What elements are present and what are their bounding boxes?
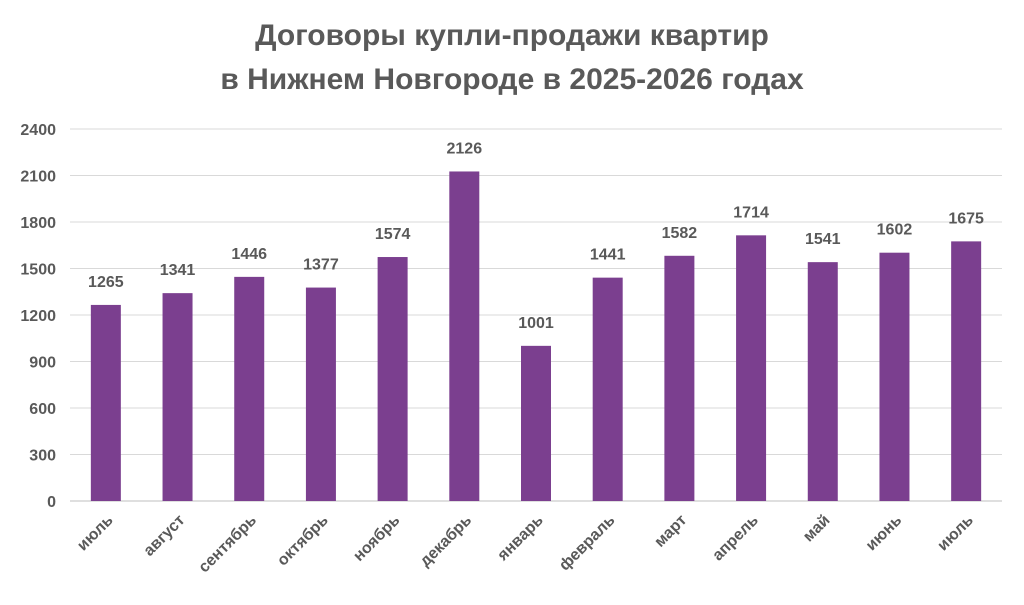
data-label: 1582 [662,225,698,242]
data-label: 1602 [877,222,913,239]
data-label: 2126 [447,140,483,157]
data-labels: 1265 1341 1446 1377 1574 2126 1001 1441 1582 1714… [88,140,984,331]
data-label: 1675 [948,210,984,227]
bar [807,262,838,501]
data-label: 1441 [590,247,626,264]
bar [449,171,480,501]
bar [162,293,193,501]
data-label: 1377 [303,257,339,274]
y-tick-label: 600 [29,401,56,418]
x-tick-label: март [651,512,690,551]
data-label: 1265 [88,274,124,291]
bar [90,304,121,501]
data-label: 1714 [733,204,769,221]
bar [234,276,265,501]
x-tick-label: ноябрь [350,512,403,565]
data-label: 1001 [518,315,554,332]
data-label: 1574 [375,226,411,243]
y-tick-label: 0 [47,494,56,511]
bar [521,345,551,501]
chart-title-line-1: Договоры купли-продажи квартир [255,19,769,52]
data-label: 1446 [231,246,267,263]
x-tick-label: июль [934,512,977,555]
x-axis-ticks: июль август сентябрь октябрь ноябрь декабрь ян… [74,512,977,577]
y-tick-label: 2100 [20,169,56,186]
x-tick-label: сентябрь [196,512,261,577]
bars [90,171,982,501]
bar [951,241,982,501]
x-tick-label: август [141,512,189,560]
x-tick-label: январь [494,512,547,565]
y-tick-label: 1200 [20,308,56,325]
y-tick-label: 2400 [20,122,56,139]
x-tick-label: май [800,512,833,545]
data-label: 1341 [160,262,196,279]
data-label: 1541 [805,231,841,248]
bar [879,252,910,501]
x-tick-label: апрель [709,512,762,565]
x-tick-label: июнь [863,512,906,555]
x-tick-label: февраль [556,512,618,574]
bar [592,277,623,501]
chart-title-line-2: в Нижнем Новгороде в 2025-2026 годах [220,63,804,96]
y-axis-ticks: 0 300 600 900 1200 1500 1800 2100 2400 [20,122,56,511]
y-tick-label: 300 [29,448,56,465]
x-tick-label: октябрь [274,512,332,570]
chart-title: Договоры купли-продажи квартир в Нижнем … [0,14,1024,102]
bar [736,235,767,501]
x-tick-label: июль [74,512,117,555]
bar [377,257,408,501]
x-tick-label: декабрь [417,512,475,570]
bar [305,287,336,501]
y-tick-label: 1500 [20,262,56,279]
y-tick-label: 1800 [20,215,56,232]
y-tick-label: 900 [29,355,56,372]
bar [664,255,695,501]
